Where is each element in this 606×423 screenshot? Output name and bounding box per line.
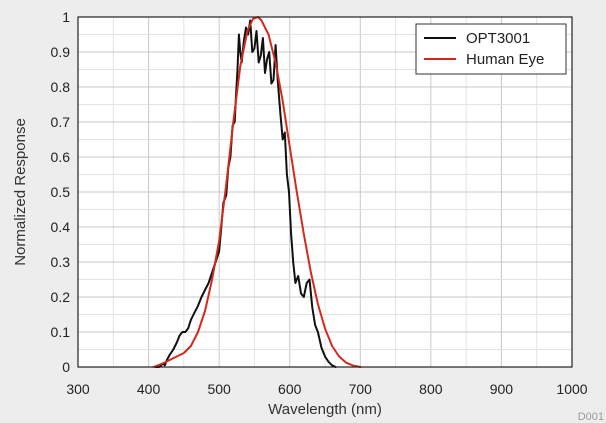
- y-tick-label: 0.6: [51, 149, 71, 165]
- x-tick-label: 600: [278, 381, 302, 397]
- y-tick-label: 0.5: [51, 184, 71, 200]
- x-tick-label: 800: [419, 381, 443, 397]
- y-tick-label: 1: [62, 9, 70, 25]
- y-tick-label: 0.3: [51, 254, 71, 270]
- series-line-human-eye: [152, 16, 362, 368]
- y-tick-label: 0.4: [51, 219, 71, 235]
- x-axis-ticks: 300 400 500 600 700 800 900 1000: [66, 381, 587, 397]
- legend-label-opt3001: OPT3001: [466, 30, 530, 47]
- legend-label-human-eye: Human Eye: [466, 51, 544, 68]
- y-axis-ticks: 0 0.1 0.2 0.3 0.4 0.5 0.6 0.7 0.8 0.9 1: [51, 9, 71, 375]
- y-tick-label: 0: [62, 359, 70, 375]
- y-tick-label: 0.9: [51, 44, 71, 60]
- x-tick-label: 700: [349, 381, 373, 397]
- legend-box: [415, 23, 567, 75]
- legend: OPT3001 Human Eye: [415, 23, 567, 75]
- figure-id: D001: [578, 411, 604, 423]
- x-tick-label: 500: [207, 381, 231, 397]
- x-tick-label: 400: [137, 381, 161, 397]
- x-axis-label: Wavelength (nm): [268, 401, 382, 418]
- y-tick-label: 0.1: [51, 324, 71, 340]
- y-tick-label: 0.8: [51, 79, 71, 95]
- y-tick-label: 0.7: [51, 114, 71, 130]
- y-tick-label: 0.2: [51, 289, 71, 305]
- series-layer: [152, 16, 362, 368]
- x-tick-label: 900: [490, 381, 514, 397]
- y-axis-label: Normalized Response: [12, 118, 29, 266]
- x-tick-label: 1000: [556, 381, 587, 397]
- x-tick-label: 300: [66, 381, 90, 397]
- plot-frame: [77, 16, 573, 368]
